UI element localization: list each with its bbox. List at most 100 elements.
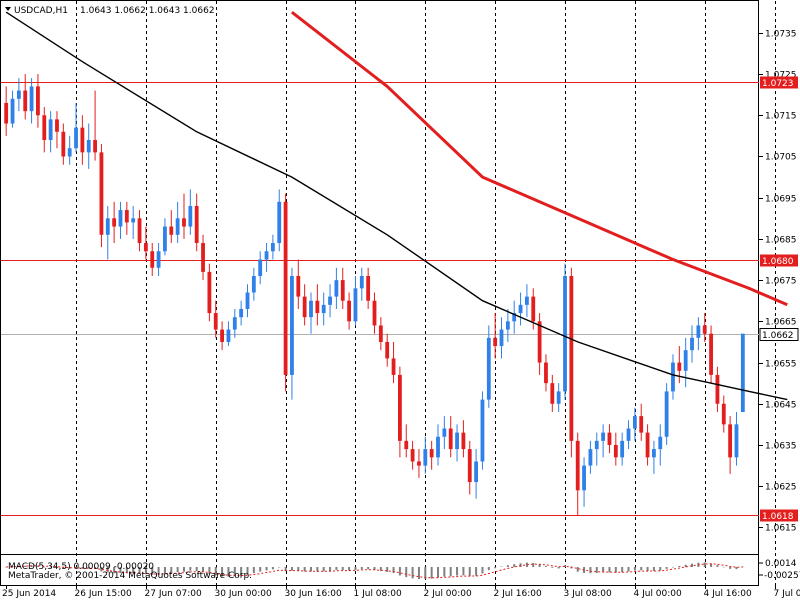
macd-bar xyxy=(704,562,706,567)
ohlc-values: 1.0643 1.0662 1.0643 1.0662 xyxy=(80,6,215,16)
macd-bar xyxy=(691,564,693,567)
price-tick-label: 1.0735 xyxy=(765,30,797,40)
price-tick-label: 1.0705 xyxy=(765,153,797,163)
macd-bar xyxy=(291,567,293,571)
macd-bar xyxy=(354,567,356,570)
macd-bar xyxy=(716,565,718,567)
macd-bar xyxy=(329,567,331,571)
current-label: 1.0662 xyxy=(762,331,794,341)
macd-bar xyxy=(342,567,344,570)
macd-bar xyxy=(361,567,363,569)
macd-bar xyxy=(405,567,407,577)
macd-bar xyxy=(666,567,668,569)
macd-bar xyxy=(278,567,280,568)
price-tick-label: 1.0655 xyxy=(765,360,797,370)
price-tick-label: 1.0615 xyxy=(765,524,797,534)
level-label: 1.0680 xyxy=(762,257,794,267)
time-label: 4 Jul 16:00 xyxy=(704,589,753,599)
time-label: 3 Jul 08:00 xyxy=(564,589,613,599)
macd-bar xyxy=(253,567,255,573)
level-label: 1.0618 xyxy=(762,512,794,522)
macd-bar xyxy=(551,567,553,568)
macd-bar xyxy=(647,567,649,571)
macd-bar xyxy=(272,567,274,569)
macd-bar xyxy=(577,567,579,572)
macd-bar xyxy=(462,567,464,575)
candle xyxy=(487,325,491,407)
macd-bar xyxy=(672,567,674,568)
time-label: 4 Jul 00:00 xyxy=(634,589,683,599)
macd-bar xyxy=(621,567,623,572)
macd-bar xyxy=(431,567,433,579)
time-label: 26 Jun 15:00 xyxy=(75,589,132,599)
macd-axis: 0.0014 -0.00257 xyxy=(759,559,800,581)
macd-bar xyxy=(539,565,541,567)
macd-bar xyxy=(450,567,452,576)
macd-bar xyxy=(520,563,522,567)
macd-bar xyxy=(653,567,655,571)
chart-border xyxy=(1,1,759,586)
price-tick-label: 1.0685 xyxy=(765,236,797,246)
time-label: 27 Jun 07:00 xyxy=(145,589,202,599)
level-label: 1.0723 xyxy=(762,79,794,89)
candle xyxy=(569,268,573,458)
macd-bar xyxy=(545,566,547,567)
candle xyxy=(709,325,713,383)
macd-bar xyxy=(469,567,471,576)
macd-bar xyxy=(678,566,680,567)
watermark: MetaTrader, © 2001-2014 MetaQuotes Softw… xyxy=(8,571,252,581)
macd-bar xyxy=(456,567,458,576)
macd-bar xyxy=(367,567,369,569)
candle xyxy=(741,334,745,412)
macd-bar xyxy=(723,567,725,568)
time-label: 2 Jul 00:00 xyxy=(424,589,473,599)
symbol-timeframe: USDCAD,H1 xyxy=(14,6,68,16)
price-tick-label: 1.0695 xyxy=(765,195,797,205)
price-tick-label: 1.0715 xyxy=(765,112,797,122)
macd-bar xyxy=(640,567,642,570)
candle xyxy=(481,391,485,469)
macd-bar xyxy=(475,567,477,576)
macd-bar xyxy=(494,567,496,568)
candle xyxy=(284,194,288,392)
macd-bar xyxy=(443,567,445,577)
macd-bar xyxy=(634,567,636,571)
price-axis[interactable]: 1.07351.07251.07151.07051.06951.06851.06… xyxy=(759,30,797,534)
macd-bar xyxy=(659,567,661,571)
macd-bar xyxy=(735,567,737,569)
macd-bar xyxy=(323,567,325,571)
macd-bar xyxy=(437,567,439,578)
level-price-labels: 1.0723 1.0680 1.0618 xyxy=(760,77,798,523)
macd-bar xyxy=(558,567,560,568)
price-tick-label: 1.0625 xyxy=(765,483,797,493)
macd-tick-bottom: -0.00257 xyxy=(764,571,800,581)
time-label: 1 Jul 08:00 xyxy=(354,589,403,599)
macd-bar xyxy=(488,567,490,570)
candle xyxy=(100,144,104,247)
chart-header: USDCAD,H1 1.0643 1.0662 1.0643 1.0662 xyxy=(5,6,215,16)
candle xyxy=(563,264,567,400)
macd-bar xyxy=(399,567,401,575)
time-label: 30 Jun 00:00 xyxy=(215,589,272,599)
price-tick-label: 1.0675 xyxy=(765,277,797,287)
macd-bar xyxy=(507,565,509,567)
macd-bar xyxy=(729,567,731,569)
time-label: 2 Jul 16:00 xyxy=(494,589,543,599)
candle xyxy=(207,264,211,322)
macd-bar xyxy=(418,567,420,579)
macd-bar xyxy=(589,567,591,573)
candle xyxy=(665,383,669,445)
macd-bar xyxy=(335,567,337,570)
macd-bar xyxy=(266,567,268,570)
macd-bar xyxy=(501,567,503,568)
macd-bar xyxy=(608,567,610,572)
price-tick-label: 1.0665 xyxy=(765,318,797,328)
current-price-label: 1.0662 xyxy=(760,329,798,342)
macd-bar xyxy=(412,567,414,578)
price-tick-label: 1.0645 xyxy=(765,401,797,411)
macd-bar xyxy=(481,567,483,574)
time-label: 30 Jun 16:00 xyxy=(285,589,342,599)
